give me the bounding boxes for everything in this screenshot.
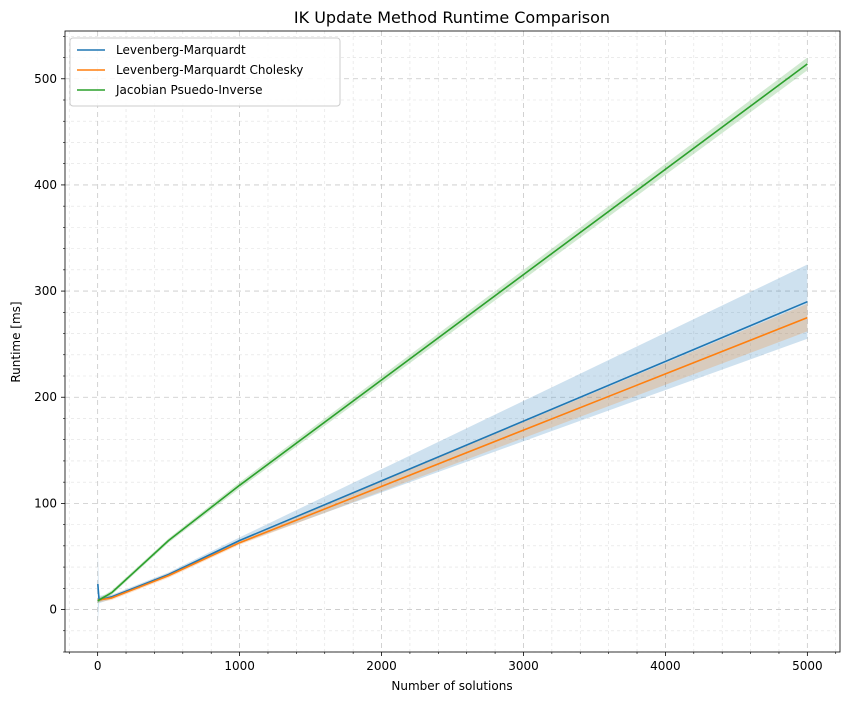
x-tick-label: 0 bbox=[94, 659, 102, 673]
x-tick-label: 5000 bbox=[792, 659, 823, 673]
confidence-band-series-3 bbox=[97, 57, 808, 604]
series-line-1 bbox=[97, 300, 808, 601]
legend-box bbox=[69, 37, 341, 107]
chart-title: IK Update Method Runtime Comparison bbox=[294, 8, 610, 27]
x-tick-labels: 0 1000 2000 3000 4000 5000 bbox=[94, 659, 823, 673]
axis-ticks bbox=[61, 36, 837, 656]
y-tick-label: 0 bbox=[49, 603, 57, 617]
x-tick-label: 1000 bbox=[224, 659, 255, 673]
x-tick-label: 3000 bbox=[508, 659, 539, 673]
minor-grid bbox=[65, 31, 840, 653]
y-tick-labels: 0 100 200 300 400 500 bbox=[34, 72, 57, 617]
legend-label-series-2: Levenberg-Marquardt Cholesky bbox=[116, 63, 303, 77]
legend-label-series-1: Levenberg-Marquardt bbox=[116, 43, 246, 57]
y-axis-label: Runtime [ms] bbox=[9, 301, 23, 382]
major-grid bbox=[65, 31, 840, 652]
y-tick-label: 200 bbox=[34, 390, 57, 404]
confidence-band-series-1 bbox=[97, 264, 808, 623]
x-tick-label: 2000 bbox=[366, 659, 397, 673]
series-line-3 bbox=[97, 63, 808, 602]
x-axis-label: Number of solutions bbox=[391, 679, 512, 693]
y-tick-label: 100 bbox=[34, 496, 57, 510]
series-lines bbox=[97, 63, 808, 602]
legend-label-series-3: Jacobian Psuedo-Inverse bbox=[115, 83, 263, 97]
legend: Levenberg-Marquardt Levenberg-Marquardt C… bbox=[69, 37, 341, 107]
y-tick-label: 300 bbox=[34, 284, 57, 298]
y-tick-label: 500 bbox=[34, 72, 57, 86]
plot-frame bbox=[64, 30, 841, 653]
y-tick-label: 400 bbox=[34, 178, 57, 192]
x-tick-label: 4000 bbox=[650, 659, 681, 673]
